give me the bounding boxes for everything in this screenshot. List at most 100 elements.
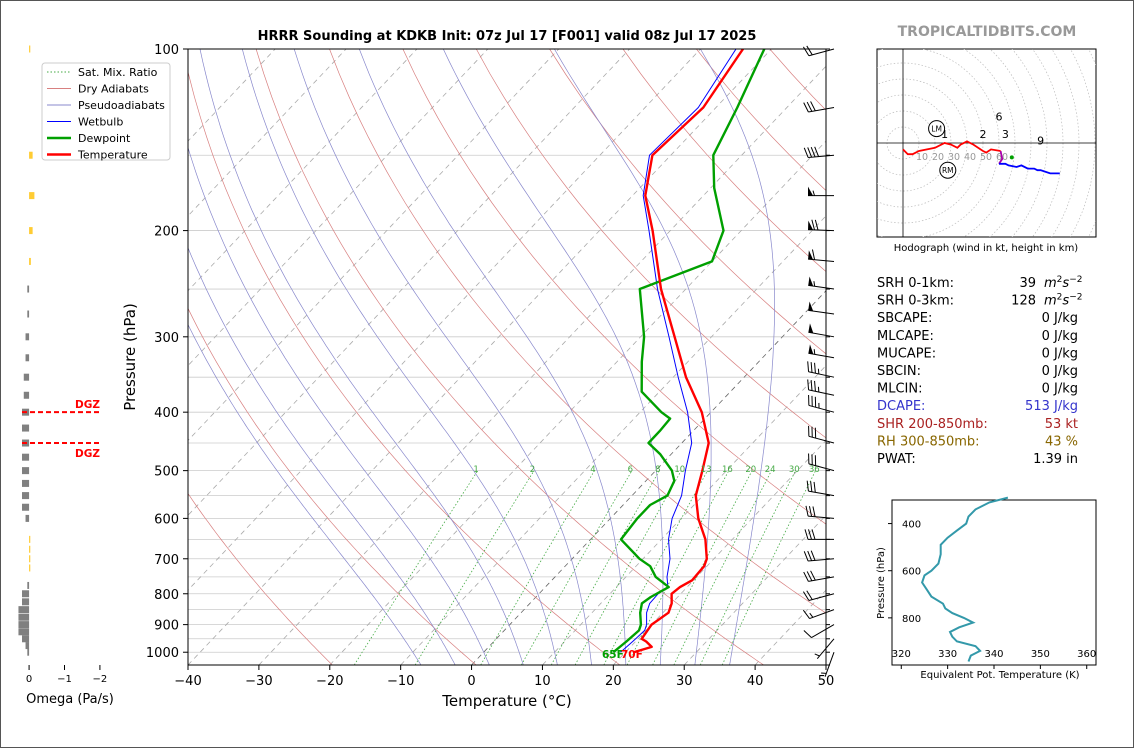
omega-bar <box>18 621 30 629</box>
dry-adiabat-line <box>188 307 477 665</box>
y-tick-label: 400 <box>154 406 179 421</box>
omega-bar <box>25 514 30 522</box>
stat-label-mlcape: MLCAPE: <box>877 329 934 344</box>
pseudoadiabat-line <box>358 49 627 665</box>
wind-barb <box>808 453 835 472</box>
mixing-ratio-label: 36 <box>809 465 820 475</box>
omega-bar <box>29 192 35 200</box>
omega-tick-label: −1 <box>57 674 72 685</box>
chart-legend: Sat. Mix. Ratio Dry Adiabats Pseudoadiabat… <box>41 62 171 162</box>
stat-unit-srh03: m2s−2 <box>1044 293 1082 309</box>
wind-barb <box>814 638 835 660</box>
surface-dewpoint-label: 65F <box>602 649 624 661</box>
pseudoadiabat-line <box>554 49 712 665</box>
stats-panel: SRH 0-1km: 39 m2s−2 SRH 0-3km: 128 m2s−2 SBCAP… <box>877 275 1082 467</box>
omega-axes: 0 −1 −2 DGZ DGZ <box>22 399 107 685</box>
stat-label-srh01: SRH 0-1km: <box>877 276 954 291</box>
omega-bar <box>25 354 30 362</box>
stat-value-sbcape: 0 J/kg <box>1042 311 1078 326</box>
theta-e-frame <box>891 499 1097 666</box>
y-tick-label: 600 <box>154 512 179 527</box>
stat-value-rh: 43 % <box>1045 434 1078 449</box>
stat-value-sbcin: 0 J/kg <box>1042 364 1078 379</box>
mixing-ratio-label: 8 <box>655 465 660 475</box>
mixing-ratio-label: 13 <box>701 465 712 475</box>
omega-bar <box>29 545 31 553</box>
isotherm-line <box>188 49 560 442</box>
omega-bars <box>18 45 35 656</box>
wind-barb <box>808 394 835 413</box>
skewt-chart: HRRR Sounding at KDKB Init: 07z Jul 17 [… <box>121 29 834 710</box>
theta-e-x-tick-label: 340 <box>984 649 1003 660</box>
hodograph-height-label: 1 <box>941 128 948 141</box>
storm-motion-circle <box>939 161 957 179</box>
omega-bar <box>27 581 30 589</box>
legend-box <box>41 62 171 161</box>
x-tick-label: −10 <box>387 674 414 689</box>
mixing-ratio-label: 2 <box>530 465 535 475</box>
x-tick-label: 40 <box>747 674 764 689</box>
wind-barb <box>803 101 835 113</box>
hodograph-ring-label: 40 <box>964 152 976 163</box>
legend-entry: Temperature <box>77 149 148 162</box>
mixing-ratio-line <box>353 470 479 665</box>
hodograph-height-label: 2 <box>980 128 987 141</box>
skewt-axes: −40 −30 −20 −10 0 10 20 30 40 50 100 200 300 400 500 60… <box>146 43 834 689</box>
y-tick-label: 200 <box>154 225 179 240</box>
stat-label-shr: SHR 200-850mb: <box>877 417 988 432</box>
mixing-ratio-label: 10 <box>674 465 685 475</box>
wind-barb <box>803 570 835 582</box>
stat-label-sbcape: SBCAPE: <box>877 311 932 326</box>
legend-entry: Sat. Mix. Ratio <box>78 66 158 79</box>
omega-bar <box>18 628 30 636</box>
omega-bar <box>25 333 30 341</box>
theta-e-x-tick-label: 330 <box>938 649 957 660</box>
wind-barb <box>808 425 835 444</box>
mixing-ratio-line <box>414 470 535 665</box>
stat-value-shr: 53 kt <box>1045 417 1078 432</box>
y-tick-label: 1000 <box>146 646 179 661</box>
dry-adiabat-line <box>549 49 826 355</box>
dewpoint-line <box>612 49 766 654</box>
wind-barb <box>807 361 835 378</box>
mixing-ratio-line <box>652 470 753 665</box>
omega-bar <box>22 492 30 500</box>
skewt-frame <box>187 48 827 666</box>
stat-value-srh03: 128 <box>1011 294 1036 309</box>
mixing-ratio-line <box>721 470 816 665</box>
hodograph-ring-label: 20 <box>932 152 944 163</box>
stat-value-srh01: 39 <box>1019 276 1036 291</box>
wind-barb <box>802 609 835 620</box>
stat-label-mlcin: MLCIN: <box>877 382 922 397</box>
y-tick-label: 800 <box>154 588 179 603</box>
omega-bar <box>23 391 30 399</box>
wind-barb <box>806 480 835 497</box>
omega-bar <box>29 555 31 563</box>
theta-e-plot: 320 330 340 350 360 400 600 800 <box>888 496 1096 669</box>
omega-axis-label: Omega (Pa/s) <box>26 692 114 707</box>
wind-barb <box>803 550 835 562</box>
omega-panel: 0 −1 −2 DGZ DGZ Omega (Pa/s) <box>18 45 114 707</box>
mixing-ratio-line <box>480 470 595 665</box>
theta-e-panel: 320 330 340 350 360 400 600 800 Equivalent Pot.… <box>876 496 1097 681</box>
theta-e-line <box>920 496 1009 662</box>
omega-bar <box>29 257 31 265</box>
hodograph-ring-label: 10 <box>916 152 928 163</box>
omega-bar <box>22 503 30 511</box>
mixing-ratio-label: 24 <box>765 465 776 475</box>
omega-bar <box>29 151 33 159</box>
theta-e-x-tick-label: 320 <box>892 649 911 660</box>
theta-e-y-label: Pressure (hPa) <box>876 547 887 619</box>
pseudoadiabat-line <box>188 146 490 665</box>
wind-barb <box>807 219 835 232</box>
wind-barb <box>808 323 835 338</box>
omega-bar <box>22 590 30 598</box>
surface-temperature-label: 70F <box>621 649 643 661</box>
omega-bar <box>25 642 30 650</box>
hodograph-height-label: 6 <box>996 111 1003 124</box>
stat-label-pwat: PWAT: <box>877 452 916 467</box>
mixing-ratio-label: 6 <box>628 465 633 475</box>
wind-barb <box>808 276 835 290</box>
stat-value-dcape: 513 J/kg <box>1025 399 1078 414</box>
